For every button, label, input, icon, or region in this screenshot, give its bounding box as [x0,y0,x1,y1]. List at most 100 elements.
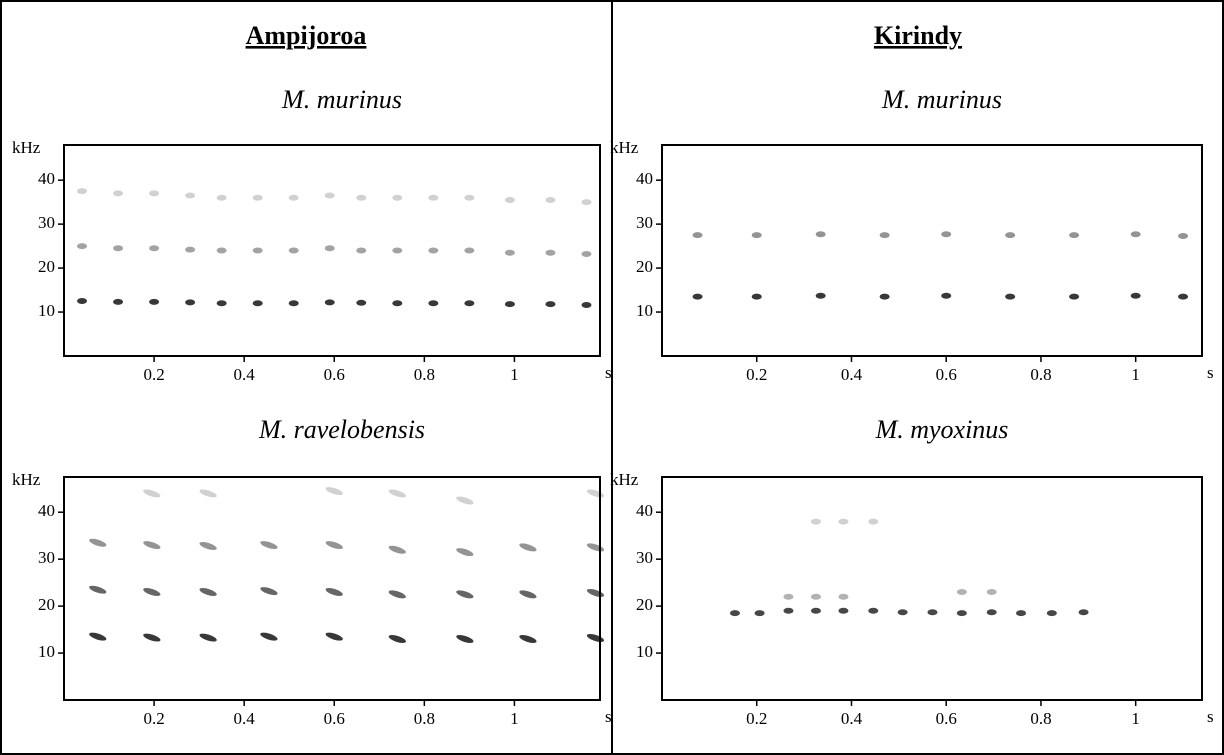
syllable [519,543,537,552]
plot-frame [661,476,1203,701]
syllable [783,593,794,600]
syllable [216,300,227,307]
x-tick-label: 0.4 [234,365,256,384]
syllable [956,589,967,596]
syllable [356,194,367,201]
syllable [392,247,403,254]
syllable [113,245,124,252]
syllable [388,489,406,498]
syllable [356,247,367,254]
x-tick-label: 0.2 [143,365,164,384]
syllable [1005,293,1016,300]
y-tick-label: 30 [636,548,653,567]
syllable [288,247,299,254]
syllable [260,632,278,641]
plot-frame [63,476,601,701]
syllable [77,298,88,305]
syllable [143,541,161,550]
syllable [199,633,217,642]
syllable [586,634,605,643]
y-tick-label: 30 [636,213,653,232]
x-tick-label: 0.4 [841,365,863,384]
syllable [216,194,227,201]
syllable [113,298,124,305]
syllable [464,300,475,307]
syllable [927,609,938,616]
syllable [325,632,343,641]
plot-frame [63,144,601,357]
x-tick-label: 0.6 [936,365,957,384]
syllable [838,607,849,614]
syllable [252,194,263,201]
y-tick-label: 10 [636,642,653,661]
syllable [868,607,879,614]
y-tick-label: 40 [636,169,653,188]
syllable [1005,232,1016,239]
syllable [456,496,474,505]
syllable [149,245,160,252]
syllable [1130,292,1141,299]
syllable [815,292,826,299]
syllable [815,231,826,238]
syllable [77,243,88,250]
syllable [810,593,821,600]
syllable [113,190,124,197]
y-tick-label: 10 [38,642,55,661]
y-tick-label: 10 [636,301,653,320]
panel-title: M. murinus [281,85,402,114]
syllable [260,587,278,596]
syllable [325,588,343,597]
syllable [388,590,406,599]
syllable [1130,231,1141,238]
syllable [260,541,278,550]
y-axis-label: kHz [610,138,639,157]
syllable [1069,293,1080,300]
syllable [288,300,299,307]
syllable [941,292,952,299]
x-tick-label: 1 [1131,709,1140,728]
syllable [392,300,403,307]
syllable [216,247,227,254]
panel-title: M. murinus [881,85,1002,114]
syllable [581,251,592,258]
syllable [89,585,107,594]
syllable [986,589,997,596]
y-axis-label: kHz [610,470,639,489]
syllable [1178,232,1189,239]
panel-title: M. myoxinus [875,415,1009,444]
syllable [1069,232,1080,239]
syllable [456,590,474,599]
syllable [252,247,263,254]
x-tick-label: 0.6 [324,365,345,384]
syllable [879,232,890,239]
syllable [810,518,821,525]
syllable [143,588,161,597]
syllable [1078,609,1089,616]
syllable [185,192,196,199]
syllable [464,247,475,254]
syllable [956,610,967,617]
syllable [456,548,474,557]
y-tick-label: 20 [636,257,653,276]
syllable [586,543,605,552]
x-tick-label: 0.4 [234,709,256,728]
syllable [149,298,160,305]
syllable [324,299,335,306]
x-axis-label: s [1207,363,1214,382]
y-axis-label: kHz [12,138,41,157]
syllable [586,489,605,498]
syllable [252,300,263,307]
syllable [751,232,762,239]
syllable [545,301,556,308]
x-tick-label: 1 [510,709,519,728]
syllable [838,593,849,600]
x-axis-label: s [605,363,612,382]
syllable [692,232,703,239]
syllable [810,607,821,614]
panel-title: M. ravelobensis [258,415,425,444]
syllable [868,518,879,525]
x-tick-label: 0.8 [1030,365,1051,384]
x-tick-label: 0.4 [841,709,863,728]
syllable [456,634,474,643]
